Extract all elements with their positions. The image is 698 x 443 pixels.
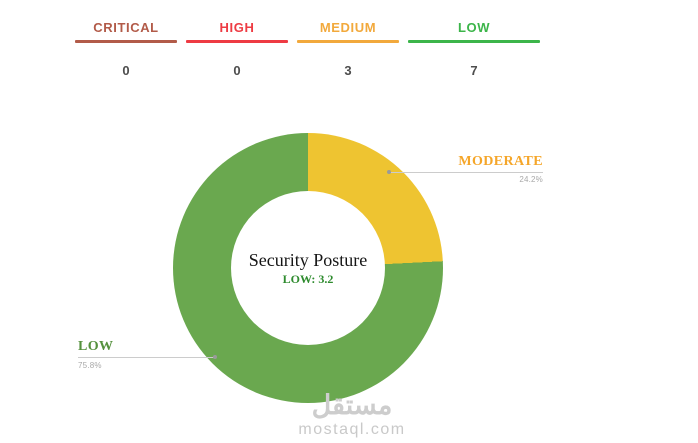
chart-center-score: LOW: 3.2: [282, 271, 334, 286]
severity-label-high: HIGH: [219, 20, 255, 35]
severity-underline-low: [408, 40, 540, 43]
severity-underline-high: [186, 40, 288, 43]
severity-col-critical: CRITICAL 0: [75, 20, 177, 78]
callout-anchor-dot-low: [213, 355, 217, 359]
watermark-domain-text: mostaql.com: [298, 421, 406, 438]
severity-underline-medium: [297, 40, 399, 43]
severity-label-medium: MEDIUM: [319, 20, 377, 35]
callout-leader-line-moderate: [389, 172, 543, 173]
severity-underline-critical: [75, 40, 177, 43]
severity-count-medium: 3: [344, 63, 352, 78]
callout-anchor-dot-moderate: [387, 170, 391, 174]
severity-col-low: LOW 7: [408, 20, 540, 78]
severity-count-high: 0: [233, 63, 241, 78]
severity-col-high: HIGH 0: [186, 20, 288, 78]
callout-leader-line-low: [78, 357, 216, 358]
callout-label-low: LOW: [78, 339, 114, 354]
callout-percent-low: 75.8%: [78, 361, 102, 370]
donut-center: Security Posture LOW: 3.2: [231, 191, 385, 345]
severity-summary-bar: CRITICAL 0 HIGH 0 MEDIUM 3 LOW 7: [75, 20, 540, 78]
callout-percent-moderate: 24.2%: [519, 175, 543, 184]
severity-count-critical: 0: [122, 63, 130, 78]
security-posture-donut[interactable]: Security Posture LOW: 3.2: [173, 133, 443, 403]
severity-label-low: LOW: [457, 20, 491, 35]
callout-label-moderate: MODERATE: [458, 154, 543, 169]
severity-label-critical: CRITICAL: [93, 20, 159, 35]
severity-count-low: 7: [470, 63, 478, 78]
chart-title: Security Posture: [248, 249, 368, 270]
severity-col-medium: MEDIUM 3: [297, 20, 399, 78]
